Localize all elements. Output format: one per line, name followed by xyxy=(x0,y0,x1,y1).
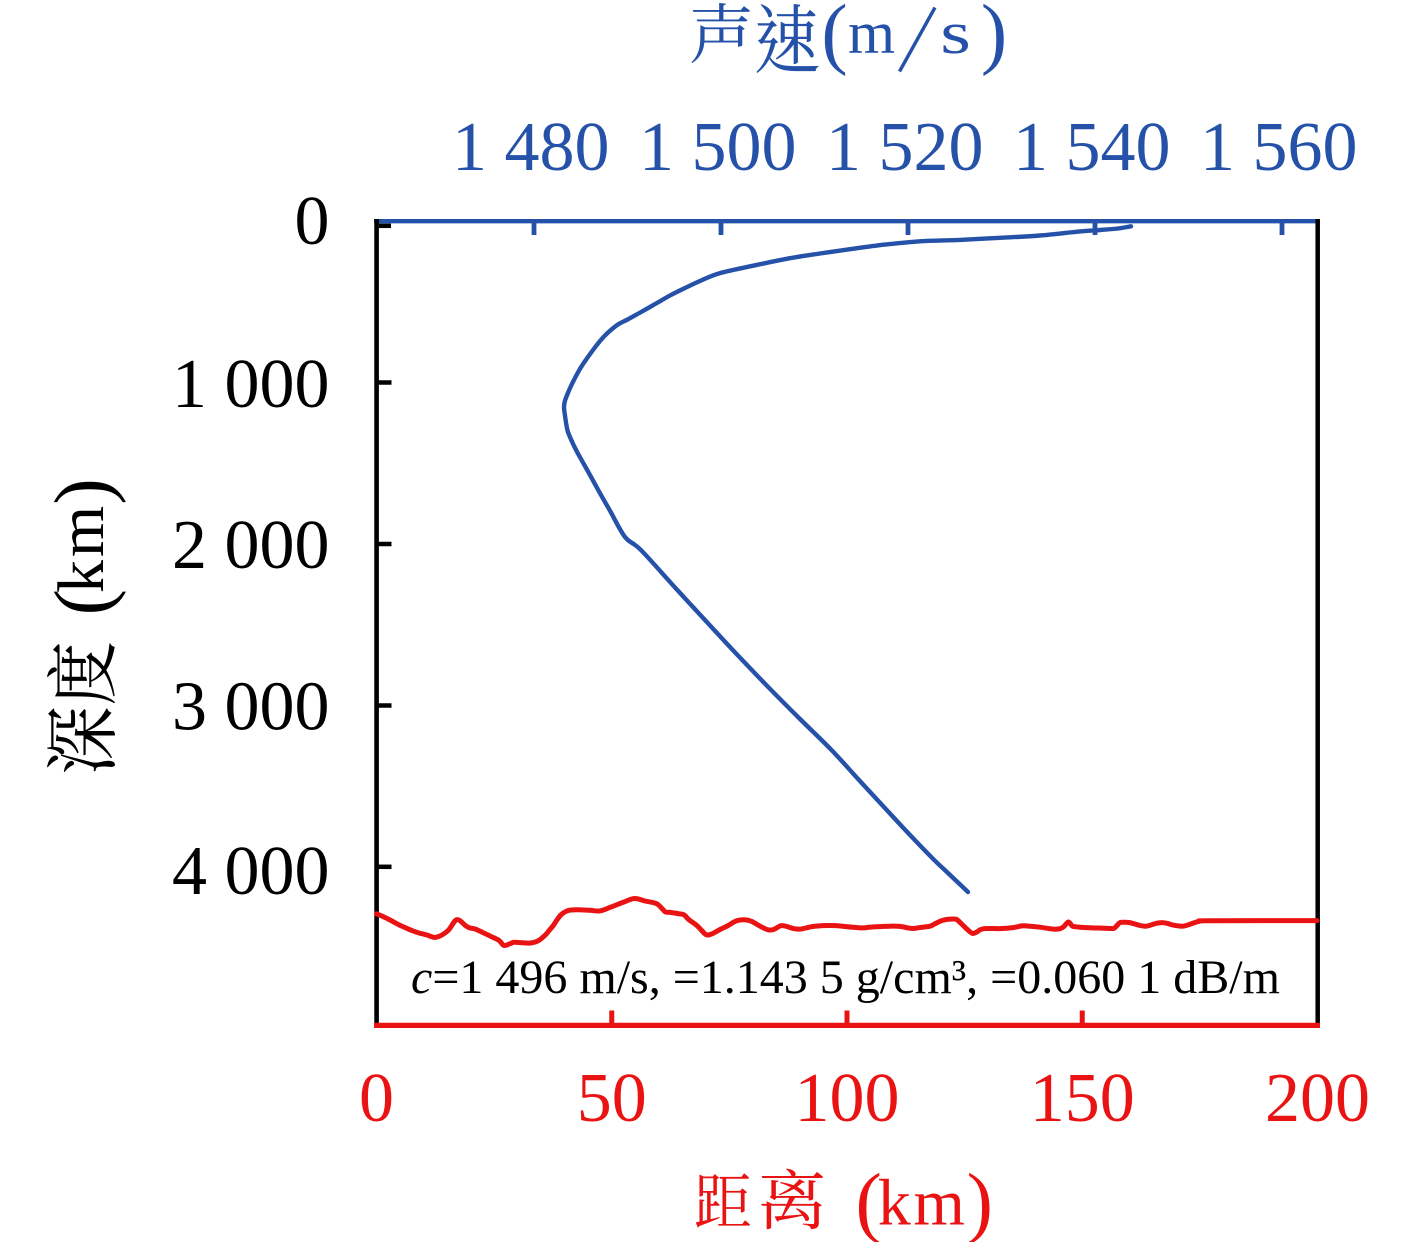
svg-text:0: 0 xyxy=(295,183,330,260)
svg-text:): ) xyxy=(40,478,127,504)
svg-text:100: 100 xyxy=(795,1060,900,1137)
svg-text:(: ( xyxy=(855,1159,881,1242)
svg-text:1 480: 1 480 xyxy=(452,109,610,186)
svg-text:m: m xyxy=(914,1167,965,1240)
svg-text:c=1 496 m/s, =1.143 5 g/cm³, =: c=1 496 m/s, =1.143 5 g/cm³, =0.060 1 dB… xyxy=(411,951,1280,1004)
svg-text:150: 150 xyxy=(1030,1060,1135,1137)
svg-text:1 520: 1 520 xyxy=(826,109,984,186)
svg-text:200: 200 xyxy=(1265,1060,1370,1137)
svg-text:): ) xyxy=(981,0,1007,77)
svg-text:0: 0 xyxy=(359,1060,394,1137)
svg-text:4 000: 4 000 xyxy=(172,833,330,910)
svg-text:1 540: 1 540 xyxy=(1013,109,1171,186)
svg-text:m: m xyxy=(848,0,895,67)
svg-text:1 500: 1 500 xyxy=(639,109,797,186)
svg-text:1 000: 1 000 xyxy=(172,346,330,423)
svg-text:2 000: 2 000 xyxy=(172,507,330,584)
svg-text:m: m xyxy=(45,506,118,557)
svg-text:3 000: 3 000 xyxy=(172,669,330,746)
svg-text:50: 50 xyxy=(577,1060,647,1137)
svg-text:(: ( xyxy=(40,589,127,615)
svg-text:(: ( xyxy=(821,0,847,77)
svg-text:k: k xyxy=(878,1167,911,1240)
svg-text:k: k xyxy=(45,560,118,593)
svg-text:1 560: 1 560 xyxy=(1200,109,1358,186)
svg-text:): ) xyxy=(967,1159,993,1242)
svg-text:s: s xyxy=(940,0,971,67)
